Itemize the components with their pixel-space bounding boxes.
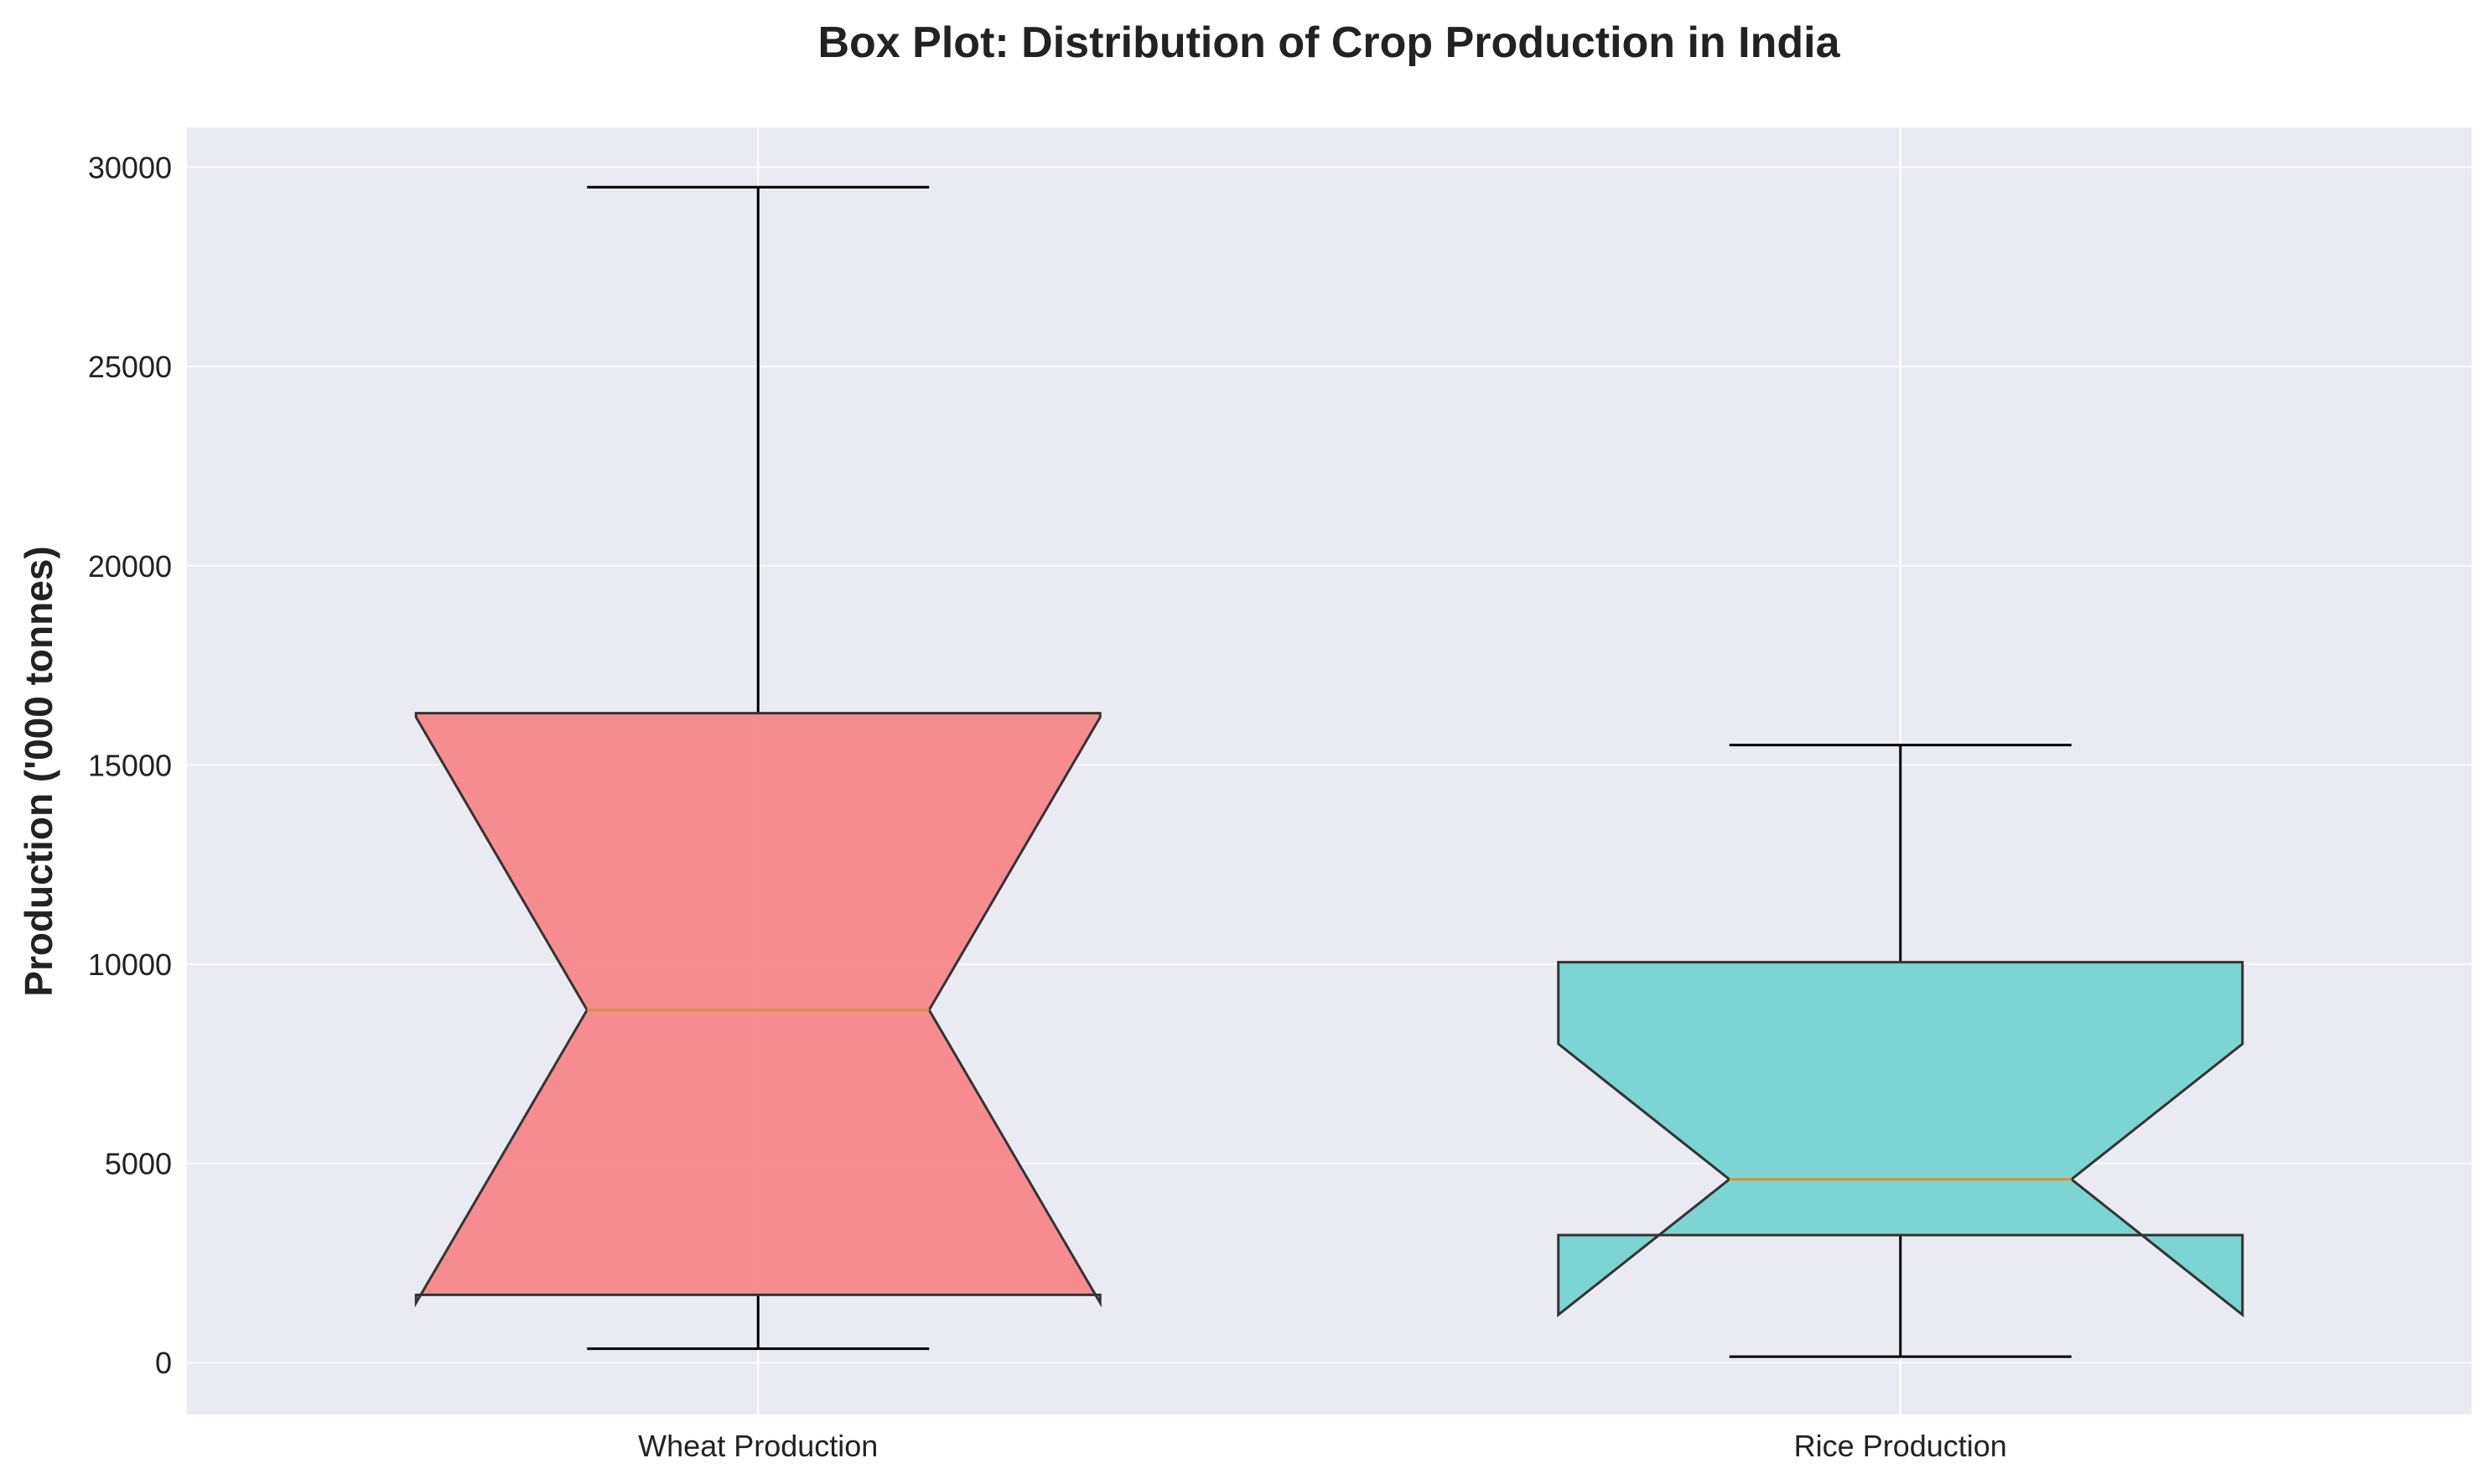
y-tick-label: 15000 <box>88 748 172 782</box>
y-tick-label: 0 <box>155 1346 172 1380</box>
y-tick-label: 5000 <box>105 1147 172 1181</box>
y-tick-label: 10000 <box>88 947 172 982</box>
x-tick-label: Rice Production <box>1794 1429 2007 1463</box>
chart-title: Box Plot: Distribution of Crop Productio… <box>817 18 1840 67</box>
box-series <box>414 185 2244 1358</box>
y-tick-label: 20000 <box>88 549 172 584</box>
axis-ticks: 0 5000 10000 15000 20000 25000 30000 Wheat Prod… <box>88 151 2007 1463</box>
box-group-rice <box>1557 744 2244 1358</box>
notched-box <box>1557 961 2244 1318</box>
y-axis-label: Production ('000 tonnes) <box>17 546 60 996</box>
y-tick-label: 25000 <box>88 350 172 384</box>
x-tick-label: Wheat Production <box>638 1429 878 1463</box>
notched-box <box>414 712 1102 1308</box>
box-group-wheat <box>414 185 1102 1351</box>
y-tick-label: 30000 <box>88 151 172 185</box>
